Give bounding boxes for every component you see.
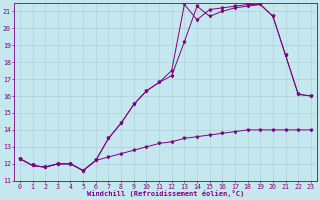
- X-axis label: Windchill (Refroidissement éolien,°C): Windchill (Refroidissement éolien,°C): [87, 190, 244, 197]
